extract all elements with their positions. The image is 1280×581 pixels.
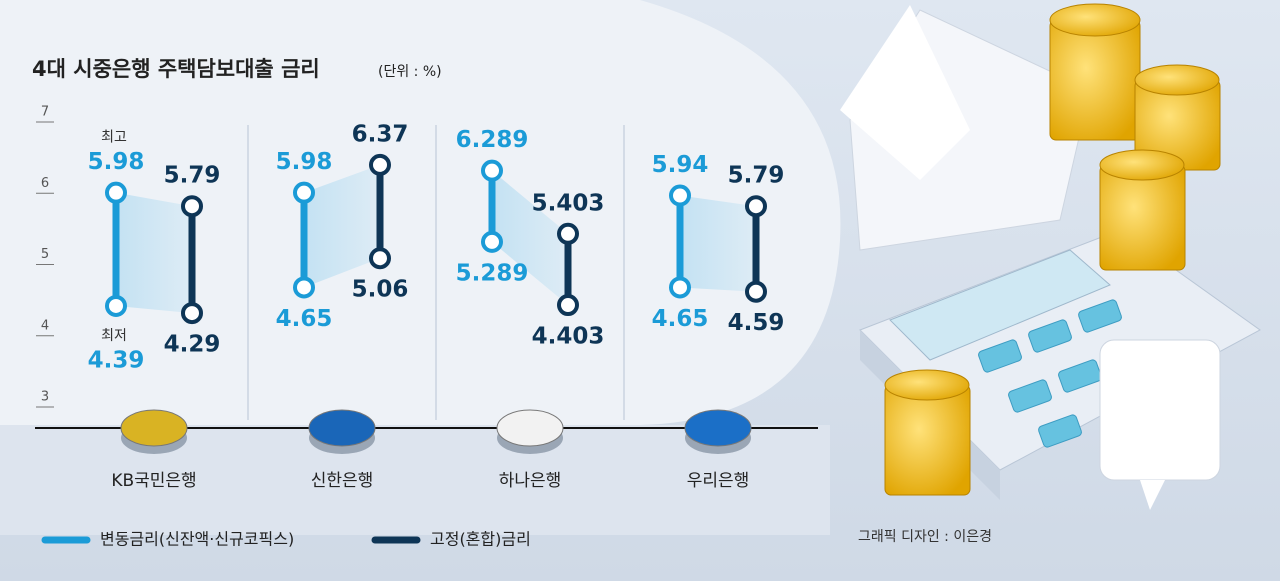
value-label: 4.403 <box>532 324 605 350</box>
illustration <box>840 3 1261 510</box>
high-dot <box>557 222 579 245</box>
annotation: 최고 <box>101 130 127 146</box>
value-label: 5.79 <box>728 163 785 189</box>
y-tick-label: 7 <box>41 105 49 120</box>
y-tick-label: 4 <box>41 318 49 333</box>
low-dot <box>745 280 767 303</box>
x-tick-label: 하나은행 <box>499 471 562 491</box>
y-tick-label: 5 <box>41 247 49 262</box>
high-dot <box>181 195 203 218</box>
value-label: 5.79 <box>164 163 221 189</box>
value-label: 4.59 <box>728 310 785 336</box>
value-label: 5.289 <box>456 260 529 286</box>
chart-subtitle: (단위 : %) <box>378 64 442 80</box>
low-dot <box>481 230 503 253</box>
high-dot <box>293 181 315 204</box>
value-label: 4.39 <box>88 347 145 373</box>
range-band <box>116 192 192 314</box>
low-dot <box>557 294 579 317</box>
value-label: 6.37 <box>352 121 409 147</box>
bank-logo <box>120 409 188 447</box>
bank-logo <box>308 409 376 447</box>
high-dot <box>105 181 127 204</box>
y-tick-label: 3 <box>41 390 49 405</box>
value-label: 5.98 <box>88 149 145 175</box>
high-dot <box>481 159 503 182</box>
high-dot <box>369 153 391 176</box>
x-tick-label: KB국민은행 <box>111 471 196 491</box>
value-label: 4.65 <box>652 306 709 332</box>
value-label: 5.06 <box>352 277 409 303</box>
low-dot <box>369 247 391 270</box>
low-dot <box>105 294 127 317</box>
range-band <box>304 164 380 288</box>
high-dot <box>669 184 691 207</box>
range-band <box>680 195 756 292</box>
panel <box>0 0 841 425</box>
annotation: 최저 <box>101 328 127 344</box>
low-dot <box>293 276 315 299</box>
low-dot <box>181 302 203 325</box>
legend-label: 변동금리(신잔액·신규코픽스) <box>100 530 294 549</box>
value-label: 5.94 <box>652 152 709 178</box>
credit: 그래픽 디자인 : 이은경 <box>858 529 992 545</box>
value-label: 5.98 <box>276 149 333 175</box>
x-tick-label: 우리은행 <box>687 471 750 491</box>
legend-label: 고정(혼합)금리 <box>430 530 531 549</box>
value-label: 4.65 <box>276 306 333 332</box>
value-label: 6.289 <box>456 127 529 153</box>
value-label: 4.29 <box>164 332 221 358</box>
low-dot <box>669 276 691 299</box>
range-band <box>492 170 568 306</box>
bank-logo <box>496 409 564 447</box>
high-dot <box>745 195 767 218</box>
bank-logo <box>684 409 752 447</box>
x-tick-label: 신한은행 <box>311 471 374 491</box>
value-label: 5.403 <box>532 190 605 216</box>
chart-title: 4대 시중은행 주택담보대출 금리 <box>32 57 320 81</box>
y-tick-label: 6 <box>41 176 49 191</box>
